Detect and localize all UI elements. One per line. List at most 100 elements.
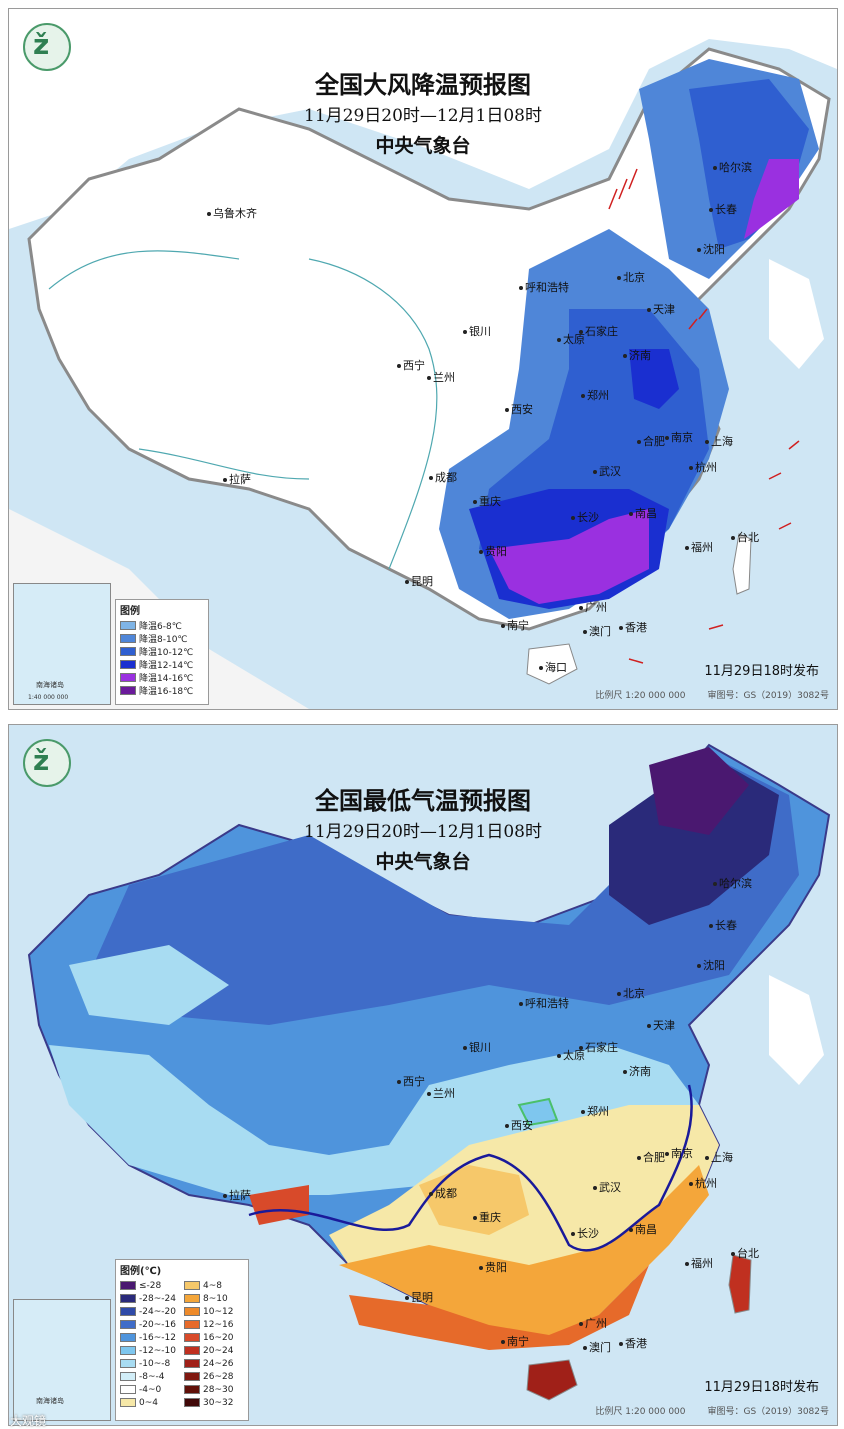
city-label: 银川 — [463, 1039, 491, 1055]
legend-entry: 4~8 — [184, 1279, 244, 1292]
legend-entry: 降温14-16℃ — [120, 671, 208, 684]
city-label: 南昌 — [629, 1221, 657, 1237]
legend-label: -24~-20 — [139, 1306, 176, 1317]
legend-entry: 26~28 — [184, 1370, 244, 1383]
legend-entry: -4~0 — [120, 1383, 180, 1396]
city-label: 北京 — [617, 985, 645, 1001]
legend-swatch — [184, 1372, 200, 1381]
city-label: 福州 — [685, 1255, 713, 1271]
city-label: 南宁 — [501, 617, 529, 633]
legend-label: -28~-24 — [139, 1293, 176, 1304]
legend-entry: -24~-20 — [120, 1305, 180, 1318]
legend-swatch — [120, 1346, 136, 1355]
legend-label: 16~20 — [203, 1332, 234, 1343]
legend-label: 降温16-18℃ — [139, 687, 194, 697]
legend-swatch — [120, 647, 136, 656]
legend-label: 12~16 — [203, 1319, 234, 1330]
city-label: 呼和浩特 — [519, 995, 569, 1011]
legend-label: -8~-4 — [139, 1371, 165, 1382]
city-label: 南京 — [665, 1145, 693, 1161]
legend-swatch — [184, 1346, 200, 1355]
legend-label: 30~32 — [203, 1397, 234, 1408]
legend-entry: 20~24 — [184, 1344, 244, 1357]
legend-label: -20~-16 — [139, 1319, 176, 1330]
legend-swatch — [120, 1333, 136, 1342]
city-label: 哈尔滨 — [713, 875, 752, 891]
legend-label: 20~24 — [203, 1345, 234, 1356]
map-footer: 比例尺 1:20 000 000 审图号：GS（2019）3082号 — [595, 1407, 829, 1417]
legend-entry: -28~-24 — [120, 1292, 180, 1305]
city-label: 长春 — [709, 917, 737, 933]
legend-label: 降温6-8℃ — [139, 622, 182, 632]
city-label: 兰州 — [427, 1085, 455, 1101]
city-label: 长春 — [709, 201, 737, 217]
legend-label: -10~-8 — [139, 1358, 171, 1369]
city-label: 拉萨 — [223, 471, 251, 487]
cooling-map-base — [9, 9, 837, 709]
legend-swatch — [184, 1294, 200, 1303]
city-label: 武汉 — [593, 463, 621, 479]
city-label: 澳门 — [583, 623, 611, 639]
city-label: 广州 — [579, 599, 607, 615]
south-china-sea-inset: 南海诸岛 — [13, 1299, 111, 1421]
city-label: 天津 — [647, 301, 675, 317]
city-label: 沈阳 — [697, 241, 725, 257]
city-label: 南昌 — [629, 505, 657, 521]
legend-entry: -12~-10 — [120, 1344, 180, 1357]
city-label: 西宁 — [397, 357, 425, 373]
city-label: 石家庄 — [579, 1039, 618, 1055]
min-temp-map-base — [9, 725, 837, 1425]
city-label: 南京 — [665, 429, 693, 445]
city-label: 合肥 — [637, 433, 665, 449]
city-label: 上海 — [705, 1149, 733, 1165]
city-label: 昆明 — [405, 573, 433, 589]
city-label: 北京 — [617, 269, 645, 285]
legend-entry: 降温8-10℃ — [120, 632, 208, 645]
legend-entry: 12~16 — [184, 1318, 244, 1331]
min-temperature-map: ž 全国最低气温预报图 11月29日20时—12月1日08时 中央气象台 哈尔滨… — [8, 724, 838, 1426]
city-label: 长沙 — [571, 1225, 599, 1241]
legend-entry: 降温16-18℃ — [120, 684, 208, 697]
city-label: 成都 — [429, 469, 457, 485]
city-label: 石家庄 — [579, 323, 618, 339]
legend-label: -4~0 — [139, 1384, 162, 1395]
temperature-legend: 图例(℃) ≤-28 -28~-24 -24~-20 -20~-16 -16~-12 -1… — [115, 1259, 249, 1421]
legend-label: 8~10 — [203, 1293, 228, 1304]
map-agency: 中央气象台 — [375, 851, 471, 873]
map-period: 11月29日20时—12月1日08时 — [304, 106, 542, 126]
cooling-forecast-map: ž 全国大风降温预报图 11月29日20时—12月1日08时 中央气象台 乌鲁木… — [8, 8, 838, 710]
legend-swatch — [120, 1294, 136, 1303]
legend-entry: ≤-28 — [120, 1279, 180, 1292]
legend-swatch — [120, 1398, 136, 1407]
legend-swatch — [184, 1398, 200, 1407]
legend-entry: 8~10 — [184, 1292, 244, 1305]
city-label: 香港 — [619, 619, 647, 635]
legend-entry: 16~20 — [184, 1331, 244, 1344]
city-label: 西安 — [505, 1117, 533, 1133]
city-label: 台北 — [731, 1245, 759, 1261]
city-label: 贵阳 — [479, 1259, 507, 1275]
map-period: 11月29日20时—12月1日08时 — [304, 822, 542, 842]
legend-swatch — [184, 1281, 200, 1290]
map-agency: 中央气象台 — [375, 135, 471, 157]
map-title: 全国最低气温预报图 — [315, 787, 531, 815]
legend-entry: 28~30 — [184, 1383, 244, 1396]
city-label: 澳门 — [583, 1339, 611, 1355]
city-label: 成都 — [429, 1185, 457, 1201]
agency-logo: ž — [23, 739, 71, 787]
city-label: 昆明 — [405, 1289, 433, 1305]
legend-swatch — [120, 1307, 136, 1316]
legend-label: 降温14-16℃ — [139, 674, 194, 684]
city-label: 西宁 — [397, 1073, 425, 1089]
city-label: 沈阳 — [697, 957, 725, 973]
city-label: 重庆 — [473, 493, 501, 509]
legend-swatch — [120, 1385, 136, 1394]
legend-swatch — [184, 1385, 200, 1394]
city-label: 太原 — [557, 1047, 585, 1063]
watermark: 大观镜 — [10, 1414, 47, 1428]
legend-swatch — [120, 1359, 136, 1368]
legend-swatch — [184, 1320, 200, 1329]
legend-label: 降温10-12℃ — [139, 648, 194, 658]
city-label: 贵阳 — [479, 543, 507, 559]
legend-entry: 0~4 — [120, 1396, 180, 1409]
